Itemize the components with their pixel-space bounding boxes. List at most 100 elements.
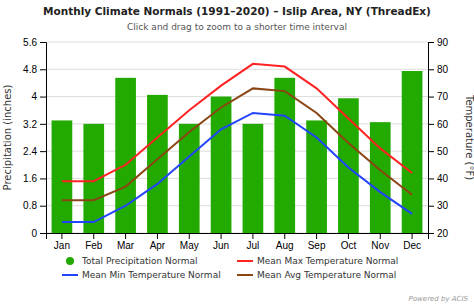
axis-domain xyxy=(47,234,429,240)
y2-axis: 20 30 40 50 60 70 80 90 xyxy=(428,37,449,239)
tick-mark xyxy=(348,233,349,239)
tick-label: Nov xyxy=(371,240,389,251)
tick-label: 50 xyxy=(437,146,449,157)
tick-label: 90 xyxy=(437,37,449,48)
legend-swatch xyxy=(62,274,78,276)
legend-item: Mean Max Temperature Normal xyxy=(237,256,398,266)
tick: May xyxy=(180,233,199,251)
tick-mark xyxy=(428,178,434,179)
tick-mark xyxy=(412,233,413,239)
line xyxy=(62,88,412,200)
tick-label: 2.4 xyxy=(23,146,37,157)
tick-mark xyxy=(252,233,253,239)
tick-label: Aug xyxy=(276,240,294,251)
bar xyxy=(370,122,391,233)
tick-label: 4.8 xyxy=(23,64,37,75)
tick-label: May xyxy=(180,240,199,251)
tick: Aug xyxy=(276,233,294,251)
tick-mark xyxy=(428,151,434,152)
axis-domain xyxy=(40,43,47,234)
tick-label: Apr xyxy=(150,240,166,251)
subtitle: Click and drag to zoom to a shorter time… xyxy=(127,22,347,32)
tick-mark xyxy=(40,233,46,234)
tick: 0.8 xyxy=(23,200,46,211)
tick-label: 30 xyxy=(437,200,449,211)
bar xyxy=(243,124,264,233)
tick: Oct xyxy=(341,233,357,251)
tick-mark xyxy=(428,97,434,98)
bar xyxy=(52,120,73,233)
legend-swatch xyxy=(237,260,253,262)
legend: Total Precipitation Normal Mean Max Tempe… xyxy=(62,256,398,280)
tick-label: 1.6 xyxy=(23,173,37,184)
grid-line xyxy=(46,69,428,70)
annotation: Powered by ACIS xyxy=(409,295,469,303)
marks xyxy=(52,64,423,233)
tick: 40 xyxy=(428,173,449,184)
tick: Feb xyxy=(85,233,103,251)
tick-mark xyxy=(428,233,434,234)
tick-mark xyxy=(40,124,46,125)
tick-label: Dec xyxy=(403,240,421,251)
tick-mark xyxy=(40,97,46,98)
legend-label: Mean Min Temperature Normal xyxy=(82,270,221,280)
legend-label: Mean Max Temperature Normal xyxy=(257,256,398,266)
tick: 20 xyxy=(428,228,449,239)
tick: Nov xyxy=(371,233,389,251)
tick-mark xyxy=(40,178,46,179)
tick: 30 xyxy=(428,200,449,211)
tick-label: Jan xyxy=(54,240,70,251)
plot-area: Jan Feb Mar Apr May Jun Jul Aug Sep Oct Nov Dec 0 0.8… xyxy=(23,37,448,251)
y2-axis-title: Temperature (°F) xyxy=(464,94,474,180)
legend-item: Mean Avg Temperature Normal xyxy=(237,270,396,280)
tick: 3.2 xyxy=(23,119,46,130)
legend-label: Mean Avg Temperature Normal xyxy=(257,270,396,280)
bar xyxy=(147,95,168,233)
tick-mark xyxy=(61,233,62,239)
tick: 70 xyxy=(428,91,449,102)
chart-svg: Jan Feb Mar Apr May Jun Jul Aug Sep Oct Nov Dec 0 0.8… xyxy=(0,0,474,305)
tick: Mar xyxy=(117,233,135,251)
legend-swatch xyxy=(237,274,253,276)
grid xyxy=(46,42,428,233)
tick: Apr xyxy=(150,233,166,251)
tick-mark xyxy=(380,233,381,239)
tick-label: Oct xyxy=(341,240,357,251)
tick-mark xyxy=(125,233,126,239)
tick-mark xyxy=(221,233,222,239)
tick-label: Jun xyxy=(213,240,229,251)
legend-item: Mean Min Temperature Normal xyxy=(62,270,221,280)
tick: 80 xyxy=(428,64,449,75)
y-axis-title: Precipitation (inches) xyxy=(2,85,13,191)
bar-series xyxy=(52,71,423,233)
tick-label: Sep xyxy=(308,240,326,251)
x-axis: Jan Feb Mar Apr May Jun Jul Aug Sep Oct Nov Dec xyxy=(47,233,429,251)
tick-mark xyxy=(316,233,317,239)
legend-item: Total Precipitation Normal xyxy=(66,256,198,266)
tick: 90 xyxy=(428,37,449,48)
tick-label: 4 xyxy=(31,91,37,102)
tick-mark xyxy=(93,233,94,239)
tick-mark xyxy=(40,206,46,207)
tick-mark xyxy=(40,151,46,152)
tick-label: 20 xyxy=(437,228,449,239)
tick-label: Jul xyxy=(247,240,260,251)
tick: 0 xyxy=(31,228,46,239)
tick-mark xyxy=(428,124,434,125)
tick-mark xyxy=(157,233,158,239)
tick-mark xyxy=(189,233,190,239)
tick: 1.6 xyxy=(23,173,46,184)
bar xyxy=(274,78,295,233)
tick: 50 xyxy=(428,146,449,157)
tick-mark xyxy=(428,42,434,43)
tick: Sep xyxy=(308,233,326,251)
bar xyxy=(179,124,200,233)
tick: 60 xyxy=(428,119,449,130)
title: Monthly Climate Normals (1991–2020) – Is… xyxy=(43,5,431,17)
tick-mark xyxy=(428,69,434,70)
line xyxy=(62,64,412,181)
tick-label: 40 xyxy=(437,173,449,184)
tick-label: 0.8 xyxy=(23,200,37,211)
tick-mark xyxy=(40,69,46,70)
tick: Dec xyxy=(403,233,421,251)
